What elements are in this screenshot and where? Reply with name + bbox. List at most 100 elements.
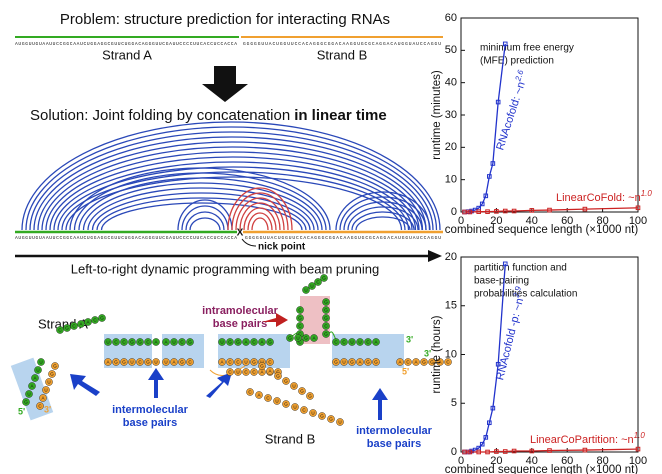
nucleotide-letter: G <box>53 363 57 368</box>
nucleotide-letter: C <box>324 323 328 328</box>
nucleotide-letter: A <box>398 359 401 364</box>
nucleotide <box>28 382 36 390</box>
nucleotide-letter: G <box>298 315 302 320</box>
strand-b-seq: GGGGGUUACUGGUUCCACAGGGCGGACAAGGUGCGCAGGA… <box>243 41 441 47</box>
nucleotide-letter: C <box>58 327 62 332</box>
arc <box>41 146 424 231</box>
data-point <box>467 449 473 455</box>
arc <box>91 192 311 231</box>
nucleotide-letter: C <box>146 339 150 344</box>
series-exponent: 2.6 <box>513 68 525 83</box>
nucleotide-letter: G <box>300 388 304 393</box>
nucleotide <box>296 306 304 314</box>
y-tick-label: 50 <box>445 44 457 56</box>
nucleotide-letter: G <box>130 339 134 344</box>
nucleotide-letter: A <box>260 369 263 374</box>
nucleotide-letter: C <box>302 407 306 412</box>
arc <box>247 212 273 231</box>
nucleotide-letter: A <box>164 339 167 344</box>
series-name: RNAcofold -p: ~n <box>494 297 526 381</box>
nucleotide <box>51 362 59 370</box>
arc <box>29 131 434 231</box>
nucleotide-letter: A <box>374 339 377 344</box>
nucleotide-letter: G <box>188 339 192 344</box>
arc <box>239 202 281 231</box>
nucleotide-letter: C <box>446 359 450 364</box>
nucleotide-letter: C <box>236 359 240 364</box>
data-point <box>502 449 508 454</box>
nucleotide-letter: C <box>366 339 370 344</box>
nucleotide <box>152 338 160 346</box>
nucleotide-letter: G <box>324 307 328 312</box>
nucleotide <box>34 366 42 374</box>
nucleotide <box>436 358 444 366</box>
nucleotide-letter: G <box>374 359 378 364</box>
data-point <box>485 209 490 214</box>
nucleotide-letter: A <box>220 359 223 364</box>
nucleotide <box>226 338 234 346</box>
nucleotide <box>98 314 106 322</box>
nucleotide <box>302 286 310 294</box>
data-point <box>483 193 489 199</box>
nucleotide-letter: C <box>266 395 270 400</box>
arc <box>21 121 441 231</box>
data-point <box>476 209 481 214</box>
end-label: 5' <box>402 366 409 376</box>
y-tick-label: 10 <box>445 174 457 186</box>
nucleotide <box>336 418 344 426</box>
nucleotide-letter: C <box>248 389 252 394</box>
nucleotide-letter: G <box>50 371 54 376</box>
nucleotide-letter: A <box>30 383 33 388</box>
intermolecular-label: intermolecular <box>112 404 189 416</box>
nucleotide-letter: G <box>252 359 256 364</box>
y-tick-label: 10 <box>445 348 457 360</box>
nucleotide <box>242 358 250 366</box>
intramolecular-label: intramolecular <box>202 305 279 317</box>
nucleotide <box>144 358 152 366</box>
nucleotide <box>444 358 452 366</box>
nucleotide-letter: G <box>288 335 292 340</box>
nucleotide-letter: U <box>296 335 299 340</box>
x-tick-label: 40 <box>526 215 538 227</box>
data-point <box>483 435 489 440</box>
series-exponent: 1.0 <box>634 431 646 440</box>
nucleotide <box>45 378 53 386</box>
nucleotide <box>112 338 120 346</box>
arc <box>355 216 411 231</box>
nucleotide <box>242 338 250 346</box>
strand-a-label: Strand A <box>102 47 152 62</box>
nucleotide <box>332 358 340 366</box>
nucleotide <box>396 358 404 366</box>
strand-b-label: Strand B <box>317 47 368 62</box>
nucleotide-letter: U <box>39 359 42 364</box>
data-point <box>547 207 552 213</box>
series-line <box>464 207 639 213</box>
nucleotide-letter: G <box>100 315 104 320</box>
nucleotide <box>320 274 328 282</box>
nucleotide-letter: A <box>312 335 315 340</box>
nucleotide-letter: G <box>146 359 150 364</box>
nucleotide-letter: U <box>27 391 30 396</box>
nucleotide <box>104 358 112 366</box>
nucleotide-letter: U <box>293 404 296 409</box>
data-point <box>502 261 508 267</box>
nucleotide-letter: A <box>257 392 260 397</box>
structure-strand-b: Strand B <box>265 431 316 446</box>
nucleotide-letter: G <box>228 339 232 344</box>
arc <box>57 166 410 231</box>
nucleotide <box>412 358 420 366</box>
arc <box>185 211 225 231</box>
arc <box>243 207 277 231</box>
arc <box>335 191 431 231</box>
nucleotide-letter: C <box>334 339 338 344</box>
data-point <box>529 448 535 454</box>
blue-arrow <box>148 368 164 398</box>
y-tick-label: 60 <box>445 12 457 24</box>
data-point <box>494 209 499 214</box>
